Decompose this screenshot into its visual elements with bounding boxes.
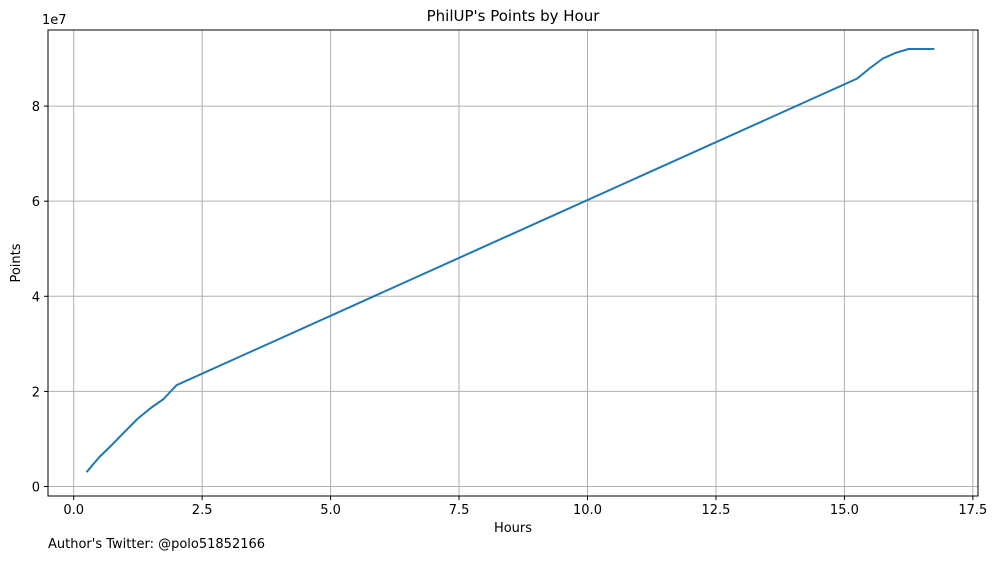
x-axis-title: Hours	[494, 521, 532, 536]
y-tick-label: 4	[32, 290, 40, 305]
grid	[48, 30, 978, 496]
x-tick-label: 7.5	[449, 503, 470, 518]
chart-title: PhilUP's Points by Hour	[427, 7, 601, 25]
y-tick-label: 6	[32, 195, 40, 210]
x-tick-label: 0.0	[63, 503, 84, 518]
ticks: 0.0 2.5 5.0 7.5 10.0 12.5 15.0 17.5 0 2 4 6 8	[32, 100, 988, 518]
x-tick-label: 12.5	[701, 503, 730, 518]
y-tick-label: 2	[32, 385, 40, 400]
y-axis-title: Points	[9, 243, 24, 282]
author-twitter-note: Author's Twitter: @polo51852166	[48, 537, 266, 552]
x-tick-label: 5.0	[320, 503, 341, 518]
plot-frame	[47, 29, 979, 497]
x-tick-label: 2.5	[192, 503, 213, 518]
series-layer	[85, 48, 935, 473]
x-tick-label: 10.0	[573, 503, 602, 518]
series-line	[85, 48, 935, 473]
y-offset-label: 1e7	[42, 13, 67, 28]
x-tick-label: 17.5	[958, 503, 987, 518]
y-tick-label: 8	[32, 100, 40, 115]
x-tick-label: 15.0	[830, 503, 859, 518]
y-tick-label: 0	[32, 480, 40, 495]
